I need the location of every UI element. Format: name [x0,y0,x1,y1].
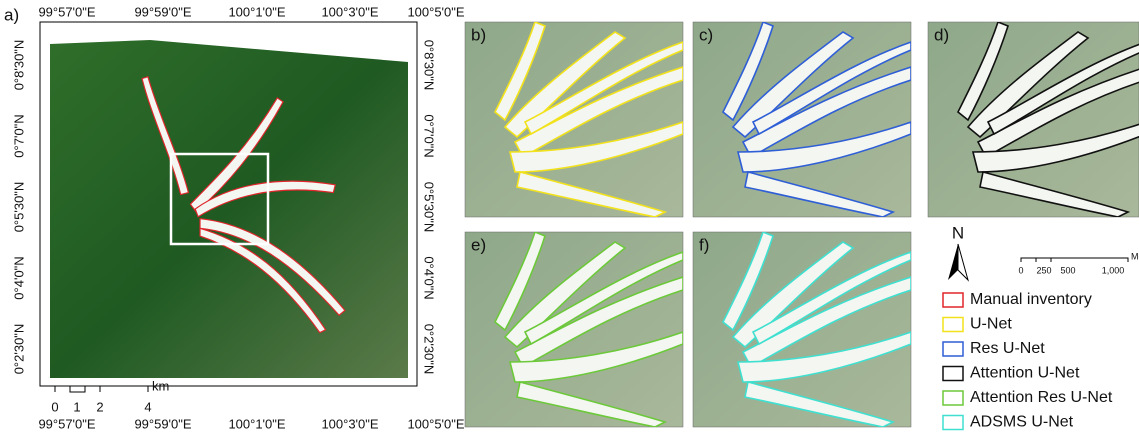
lon-label: 100°1'0"E [228,4,285,19]
scale-unit: Meters [1131,251,1139,261]
lon-label: 99°57'0"E [38,4,95,19]
legend-label: ADSMS U-Net [970,414,1074,431]
lat-label: 0°8'30"N [422,40,437,91]
legend-swatch [943,293,963,307]
lon-label: 100°3'0"E [321,416,378,431]
legend: Manual inventory U-Net Res U-Net Attention … [943,291,1113,431]
panel-label: e) [471,235,486,254]
panel-label: d) [934,25,949,44]
lon-label: 99°59'0"E [134,4,191,19]
scale-label: 0 [1018,265,1023,275]
lat-label: 0°8'30"N [11,40,26,91]
scale-label: 4 [144,399,151,414]
scale-label: 0 [51,399,58,414]
legend-swatch [943,416,963,430]
lon-label: 100°5'0"E [407,4,464,19]
lat-label: 0°2'30"N [11,324,26,375]
lon-label: 99°57'0"E [38,416,95,431]
lat-label: 0°4'0"N [11,256,26,299]
scale-unit: km [152,378,169,393]
legend-swatch [943,342,963,356]
legend-label: Attention Res U-Net [970,389,1113,406]
north-arrow [958,244,968,280]
north-arrow [948,244,958,280]
lat-label: 0°5'30"N [11,182,26,233]
scale-label: 1,000 [1102,265,1125,275]
legend-swatch [943,391,963,405]
panel-label: a) [4,5,19,24]
legend-label: Manual inventory [970,291,1092,308]
legend-label: U-Net [970,316,1012,333]
lon-label: 99°59'0"E [134,416,191,431]
lat-label: 0°5'30"N [422,182,437,233]
scale-label: 2 [96,399,103,414]
lat-label: 0°7'0"N [11,114,26,157]
figure: a) b) c) d) e) f) N Manual inventory U-Net Res… [0,0,1139,434]
scale-label: 1 [73,399,80,414]
north-label: N [952,223,964,242]
lon-label: 100°1'0"E [228,416,285,431]
legend-label: Attention U-Net [970,365,1080,382]
scale-label: 250 [1036,265,1051,275]
lat-label: 0°4'0"N [422,256,437,299]
panel-label: b) [471,25,486,44]
scale-bar [55,386,148,392]
legend-swatch [943,318,963,332]
legend-label: Res U-Net [970,340,1045,357]
scale-bar-small [1021,258,1128,262]
satellite-image [50,40,408,378]
panel-label: f) [699,235,709,254]
lat-label: 0°2'30"N [422,324,437,375]
lat-label: 0°7'0"N [422,114,437,157]
legend-swatch [943,367,963,381]
lon-label: 100°5'0"E [407,416,464,431]
panel-label: c) [699,25,713,44]
scale-label: 500 [1060,265,1075,275]
lon-label: 100°3'0"E [321,4,378,19]
